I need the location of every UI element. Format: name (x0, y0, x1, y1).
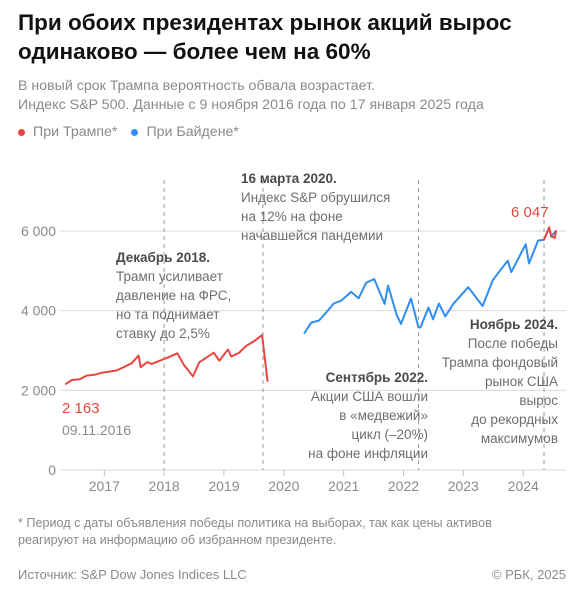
y-tick-label: 4 000 (21, 303, 56, 319)
x-tick-label: 2019 (208, 478, 239, 494)
series-line-1 (303, 226, 557, 334)
annotation-nov2024-title: Ноябрь 2024. (470, 317, 558, 332)
start-value-label: 2 163 (62, 400, 100, 417)
annotation-sep2022-line: Акции США вошли (311, 389, 428, 404)
x-tick-label: 2020 (268, 478, 299, 494)
annotation-dec2018-line: но та поднимает (116, 307, 219, 322)
x-tick-label: 2024 (508, 478, 539, 494)
annotation-nov2024-line: После победы (468, 336, 558, 351)
annotation-sep2022-title: Сентябрь 2022. (326, 370, 428, 385)
x-tick-label: 2018 (149, 478, 180, 494)
annotation-mar2020-line: на 12% на фоне (241, 209, 343, 224)
annotation-mar2020-line: Индекс S&P обрушился (241, 190, 390, 205)
y-tick-label: 0 (48, 462, 56, 478)
annotation-sep2022-line: в «медвежий» (339, 408, 428, 423)
annotation-nov2024-line: Трампа фондовый (442, 355, 558, 370)
copyright: © РБК, 2025 (491, 567, 566, 582)
legend-label-biden: При Байдене* (146, 124, 239, 140)
y-tick-label: 2 000 (21, 382, 56, 398)
annotation-sep2022-line: на фоне инфляции (308, 446, 428, 461)
peak-value-label: 6 047 (511, 204, 549, 221)
x-tick-label: 2021 (328, 478, 359, 494)
annotation-nov2024-line: до рекордных (471, 412, 558, 427)
annotation-mar2020-line: начавшейся пандемии (241, 228, 383, 243)
series-line-2 (543, 226, 557, 241)
footnote: * Период с даты объявления победы полити… (18, 515, 568, 549)
subtitle-line-1: В новый срок Трампа вероятность обвала в… (18, 78, 375, 94)
series-line-0 (65, 334, 269, 385)
x-tick-label: 2022 (388, 478, 419, 494)
start-date-label: 09.11.2016 (62, 422, 131, 438)
footnote-line-1: * Период с даты объявления победы полити… (18, 516, 492, 530)
x-tick-label: 2017 (89, 478, 120, 494)
footnote-line-2: реагируют на информацию об избранном пре… (18, 533, 337, 547)
annotation-nov2024-line: максимумов (481, 431, 558, 446)
annotation-mar2020-title: 16 марта 2020. (241, 171, 337, 186)
legend-label-trump: При Трампе* (33, 124, 118, 140)
annotation-dec2018-title: Декабрь 2018. (116, 250, 210, 265)
y-tick-label: 6 000 (21, 223, 56, 239)
source-note: Источник: S&P Dow Jones Indices LLC (18, 567, 247, 582)
subtitle-line-2: Индекс S&P 500. Данные с 9 ноября 2016 г… (18, 97, 484, 113)
chart-subtitle: В новый срок Трампа вероятность обвала в… (18, 77, 578, 115)
annotation-dec2018-line: ставку до 2,5% (116, 326, 210, 341)
line-chart: 0 2 000 4 000 6 000 2017 2018 2019 2020 2021 2022… (21, 171, 566, 494)
legend-dot-biden (131, 128, 139, 136)
annotation-sep2022-line: цикл (–20%) (352, 427, 428, 442)
annotation-dec2018-line: давление на ФРС, (116, 288, 231, 303)
legend-dot-trump (18, 128, 25, 136)
chart-title: При обоих президентах рынок акций вырос … (18, 10, 512, 64)
chart-legend: При Трампе* При Байдене* (18, 124, 239, 140)
legend-item-biden: При Байдене* (131, 124, 239, 140)
annotation-dec2018-line: Трамп усиливает (116, 269, 223, 284)
annotation-nov2024-line: рынок США (485, 374, 558, 389)
x-tick-label: 2023 (448, 478, 479, 494)
annotation-nov2024-line: вырос (519, 393, 558, 408)
legend-item-trump: При Трампе* (18, 124, 117, 140)
